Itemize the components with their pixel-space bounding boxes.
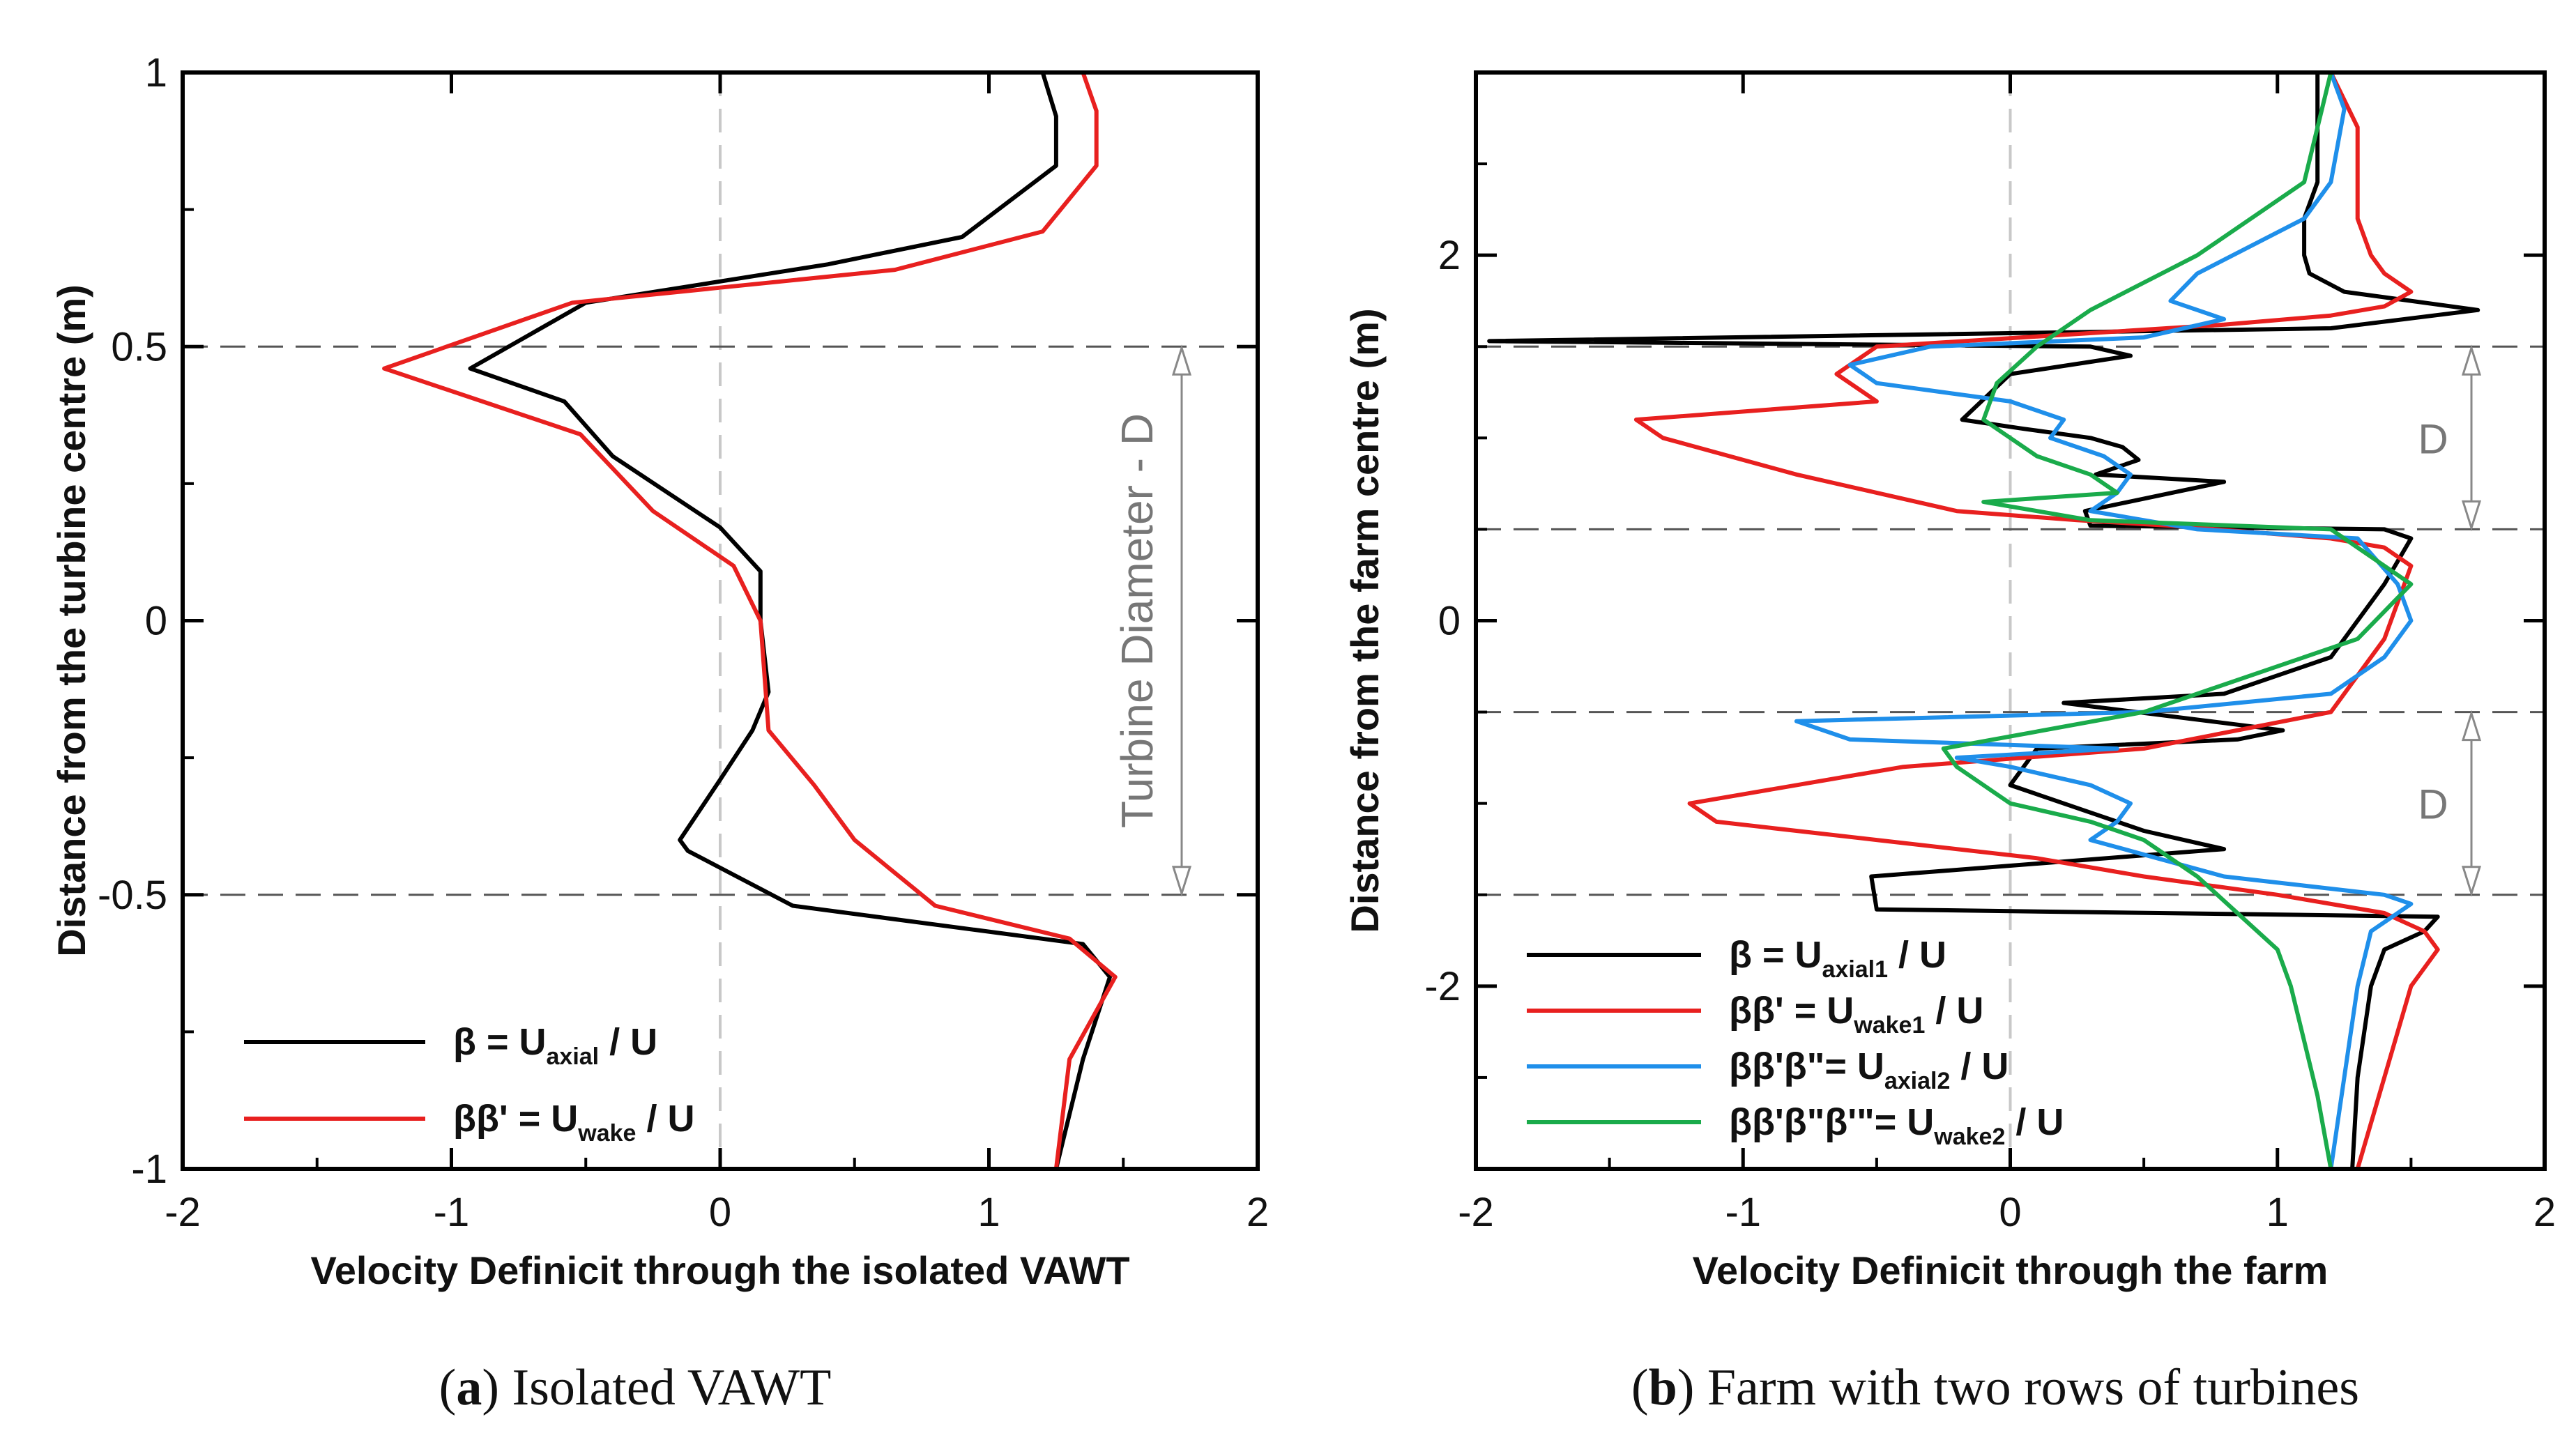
y-tick-label: -1 [131, 1147, 167, 1192]
margin-mask-left [1295, 0, 1474, 1176]
x-tick-label: 2 [1247, 1190, 1269, 1235]
x-tick-label: 1 [2266, 1190, 2289, 1235]
y-tick-label: 0.5 [111, 324, 167, 369]
panel-caption: (a) Isolated VAWT [439, 1359, 832, 1416]
annotation-arrow-head-bottom [1171, 866, 1192, 897]
panel-b: -2 -1 0 1 2 -2 0 2 Velocity Definicit through th… [1295, 0, 2576, 1416]
legend-entry-2: ββ' = Uwake1 / U [1729, 990, 1983, 1039]
series-line-3 [1794, 71, 2414, 1170]
legend-entry-1: β = Uaxial1 / U [1729, 934, 1946, 983]
x-tick-label: -2 [1458, 1190, 1494, 1235]
x-axis-label: Velocity Definicit through the farm [1693, 1248, 2329, 1292]
x-tick-label: -2 [165, 1190, 201, 1235]
annotation-label: Turbine Diameter - D [1112, 413, 1162, 828]
y-tick-label: 2 [1438, 233, 1461, 278]
legend-entry-3: ββ'β"= Uaxial2 / U [1729, 1045, 2009, 1094]
x-tick-label: -1 [1725, 1190, 1761, 1235]
y-tick-label: 1 [145, 50, 167, 95]
series-line-4 [1941, 72, 2414, 1170]
annotation-arrow-head-bottom [2461, 500, 2482, 532]
series-line-2 [1633, 71, 2440, 1170]
y-tick-label: 0 [145, 599, 167, 644]
series-line-1 [1487, 72, 2480, 1170]
y-axis-label: Distance from the turbine centre (m) [49, 284, 93, 957]
margin-mask-left [1, 0, 181, 1176]
x-axis-label: Velocity Definicit through the isolated … [310, 1248, 1129, 1292]
annotation-arrow-head-top [2461, 344, 2482, 376]
annotation-arrow-head-bottom [2461, 866, 2482, 897]
x-tick-label: 2 [2533, 1190, 2556, 1235]
y-tick-label: 0 [1438, 599, 1461, 644]
x-tick-label: 0 [1999, 1190, 2021, 1235]
annotation-label: D [2418, 781, 2448, 828]
series-line-2 [382, 72, 1118, 1170]
panel-caption: (b) Farm with two rows of turbines [1631, 1359, 2359, 1416]
legend: β = Uaxial / U ββ' = Uwake / U [244, 1021, 695, 1147]
x-tick-label: 0 [709, 1190, 731, 1235]
x-tick-label: 1 [977, 1190, 1000, 1235]
annotation-label: D [2418, 415, 2448, 462]
series-line-1 [468, 72, 1112, 1170]
x-tick-label: -1 [434, 1190, 470, 1235]
annotation-arrow-head-top [2461, 710, 2482, 742]
annotation-arrow-head-top [1171, 344, 1192, 376]
y-tick-label: -0.5 [98, 873, 167, 918]
legend: β = Uaxial1 / U ββ' = Uwake1 / U ββ'β"= Ua… [1527, 934, 2064, 1150]
margin-mask-right [2547, 0, 2576, 1176]
y-tick-label: -2 [1424, 964, 1461, 1009]
legend-entry-1: β = Uaxial / U [453, 1021, 657, 1070]
legend-entry-2: ββ' = Uwake / U [453, 1098, 695, 1147]
y-axis-label: Distance from the farm centre (m) [1343, 308, 1387, 933]
legend-entry-4: ββ'β"β'"= Uwake2 / U [1729, 1101, 2064, 1150]
